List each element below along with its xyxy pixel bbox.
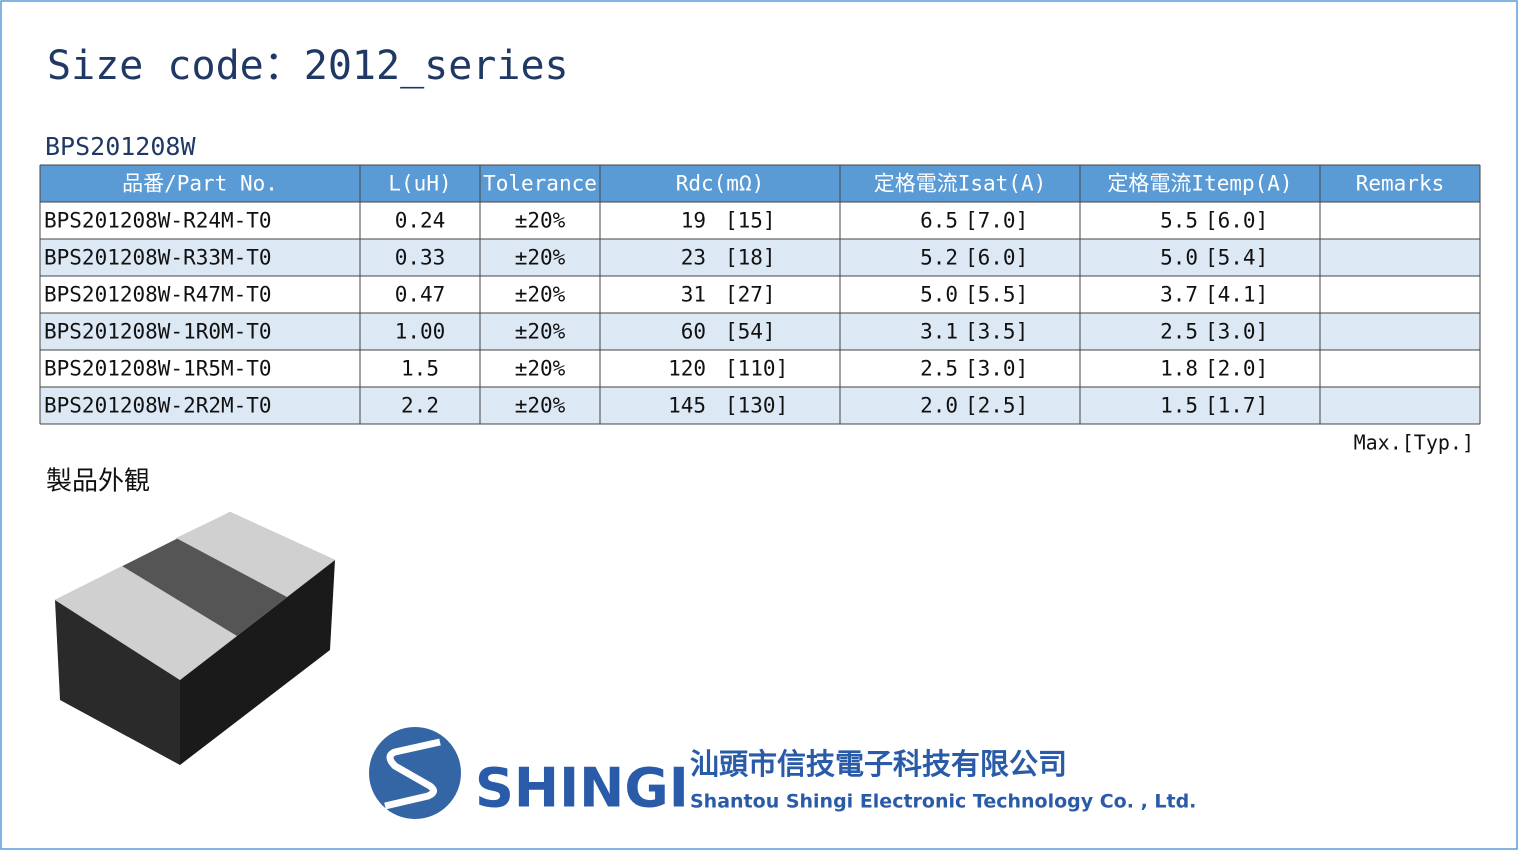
row-bg [40,239,1480,276]
itemp-max: 2.5 [1160,320,1198,344]
row-bg [40,387,1480,424]
isat-max: 5.0 [920,283,958,307]
brand: SHINGI [475,757,689,820]
rdc-typ: [27] [725,283,776,307]
rdc-max: 145 [668,394,706,418]
tolerance: ±20% [515,246,566,270]
itemp-max: 5.5 [1160,209,1198,233]
row-bg [40,276,1480,313]
isat-max: 2.5 [920,357,958,381]
part-no: BPS201208W-1R5M-T0 [44,357,272,381]
rdc-typ: [130] [725,394,788,418]
itemp-typ: [3.0] [1205,320,1268,344]
isat-max: 3.1 [920,320,958,344]
isat-typ: [2.5] [965,394,1028,418]
part-no: BPS201208W-R33M-T0 [44,246,272,270]
isat-typ: [3.0] [965,357,1028,381]
tolerance: ±20% [515,357,566,381]
itemp-typ: [6.0] [1205,209,1268,233]
header-cell: 定格電流Isat(A) [874,172,1047,196]
company-cn: 汕頭市信技電子科技有限公司 [690,747,1067,781]
tolerance: ±20% [515,394,566,418]
row-bg [40,202,1480,239]
isat-typ: [5.5] [965,283,1028,307]
header-cell: 品番/Part No. [122,172,278,196]
tolerance: ±20% [515,283,566,307]
part-no: BPS201208W-2R2M-T0 [44,394,272,418]
table-note: Max.[Typ.] [1354,431,1474,455]
rdc-typ: [110] [725,357,788,381]
itemp-typ: [2.0] [1205,357,1268,381]
header-cell: Rdc(mΩ) [676,172,765,196]
inductance: 0.47 [395,283,446,307]
itemp-max: 3.7 [1160,283,1198,307]
part-no: BPS201208W-R24M-T0 [44,209,272,233]
company-en: Shantou Shingi Electronic Technology Co.… [690,791,1196,813]
isat-max: 6.5 [920,209,958,233]
header-cell: L(uH) [388,172,451,196]
inductance: 1.5 [401,357,439,381]
row-bg [40,350,1480,387]
isat-max: 5.2 [920,246,958,270]
inductance: 0.24 [395,209,446,233]
header-bg [40,165,1480,202]
rdc-typ: [54] [725,320,776,344]
header-cell: 定格電流Itemp(A) [1107,172,1292,196]
itemp-max: 1.5 [1160,394,1198,418]
rdc-max: 19 [681,209,706,233]
isat-max: 2.0 [920,394,958,418]
rdc-max: 23 [681,246,706,270]
rdc-typ: [15] [725,209,776,233]
rdc-max: 60 [681,320,706,344]
itemp-typ: [4.1] [1205,283,1268,307]
tolerance: ±20% [515,209,566,233]
header-cell: Tolerance [483,172,597,196]
isat-typ: [6.0] [965,246,1028,270]
inductance: 1.00 [395,320,446,344]
subtitle: BPS201208W [45,132,196,161]
isat-typ: [3.5] [965,320,1028,344]
itemp-max: 1.8 [1160,357,1198,381]
spec-table: 品番/Part No. L(uH) Tolerance Rdc(mΩ) 定格電流Isat… [39,164,1481,425]
chip-image [55,512,335,765]
itemp-typ: [5.4] [1205,246,1268,270]
rdc-max: 31 [681,283,706,307]
itemp-max: 5.0 [1160,246,1198,270]
inductance: 2.2 [401,394,439,418]
logo: SHINGI 汕頭市信技電子科技有限公司 Shantou Shingi Elec… [369,727,1196,820]
title: Size code：2012_series [47,43,569,89]
inductance: 0.33 [395,246,446,270]
isat-typ: [7.0] [965,209,1028,233]
tolerance: ±20% [515,320,566,344]
header-cell: Remarks [1356,172,1445,196]
itemp-typ: [1.7] [1205,394,1268,418]
part-no: BPS201208W-1R0M-T0 [44,320,272,344]
rdc-max: 120 [668,357,706,381]
section-title: 製品外観 [46,467,150,497]
row-bg [40,313,1480,350]
part-no: BPS201208W-R47M-T0 [44,283,272,307]
rdc-typ: [18] [725,246,776,270]
